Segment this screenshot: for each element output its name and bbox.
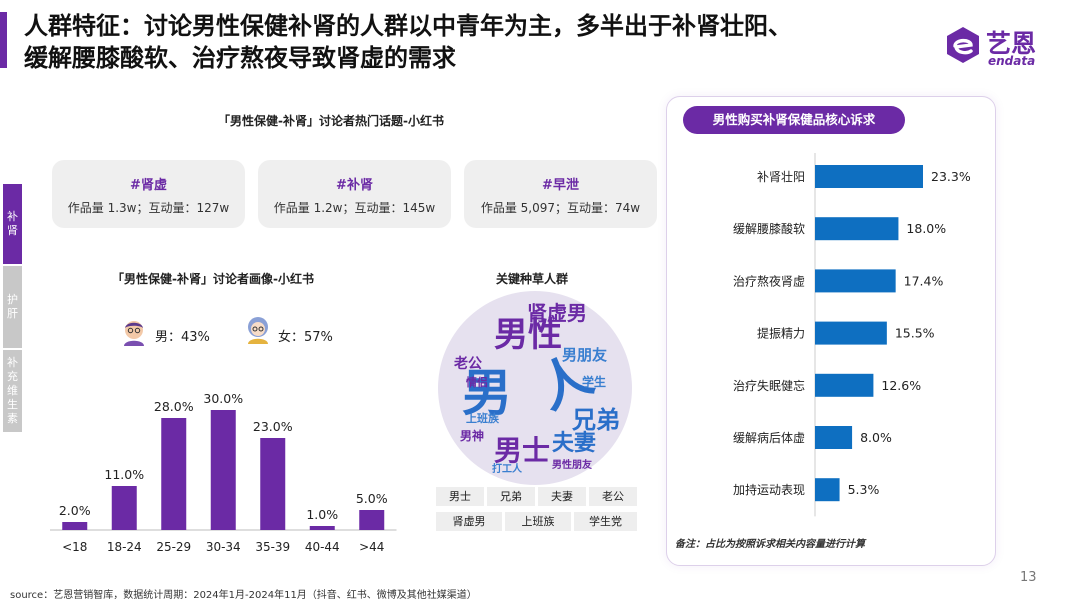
svg-text:男性朋友: 男性朋友 bbox=[552, 458, 592, 471]
svg-text:上班族: 上班族 bbox=[466, 411, 500, 425]
needs-panel-note: 备注：占比为按照诉求相关内容量进行计算 bbox=[675, 539, 865, 550]
svg-text:夫妻: 夫妻 bbox=[552, 430, 596, 456]
age-bar-value-label: 23.0% bbox=[253, 419, 293, 434]
male-avatar-icon bbox=[124, 321, 144, 346]
needs-category-label: 补肾壮阳 bbox=[757, 170, 805, 184]
age-bar bbox=[309, 526, 335, 530]
age-tick-label: 40-44 bbox=[305, 540, 340, 554]
needs-bar-value-label: 5.3% bbox=[848, 482, 880, 497]
needs-bar bbox=[815, 478, 840, 502]
age-bar bbox=[111, 486, 137, 530]
needs-panel: 男性购买补肾保健品核心诉求 补肾壮阳 23.3% 缓解腰膝酸软 18.0% 治疗熬夜肾虚… bbox=[666, 96, 996, 566]
topic-stats: 作品量 1.2w；互动量：145w bbox=[273, 201, 436, 215]
keyword-pill: 上班族 bbox=[505, 512, 571, 531]
age-bar-value-label: 30.0% bbox=[203, 391, 243, 406]
age-bar bbox=[62, 522, 88, 530]
needs-bar-value-label: 8.0% bbox=[860, 430, 892, 445]
needs-category-label: 治疗失眠健忘 bbox=[733, 378, 805, 393]
topic-tag: #早泄 bbox=[542, 178, 579, 193]
age-bar-value-label: 5.0% bbox=[356, 491, 388, 506]
svg-text:学生: 学生 bbox=[582, 374, 606, 389]
svg-text:男朋友: 男朋友 bbox=[562, 346, 607, 364]
age-tick-label: >44 bbox=[359, 540, 384, 554]
core-needs-chart: 补肾壮阳 23.3% 缓解腰膝酸软 18.0% 治疗熬夜肾虚 17.4% 提振精力 15.5%… bbox=[733, 153, 971, 517]
page-number: 13 bbox=[1020, 570, 1037, 585]
needs-panel-title: 男性购买补肾保健品核心诉求 bbox=[683, 106, 905, 134]
needs-category-label: 治疗熬夜肾虚 bbox=[733, 273, 805, 288]
age-bar bbox=[359, 510, 385, 530]
age-tick-label: 25-29 bbox=[156, 540, 191, 554]
age-bar-value-label: 28.0% bbox=[154, 399, 194, 414]
needs-bar-value-label: 15.5% bbox=[895, 326, 935, 341]
needs-bar-value-label: 18.0% bbox=[906, 221, 946, 236]
needs-bar-value-label: 23.3% bbox=[931, 169, 971, 184]
topic-tag: #肾虚 bbox=[130, 178, 167, 193]
source-note: source：艺恩营销智库，数据统计周期：2024年1月-2024年11月（抖音… bbox=[10, 590, 477, 601]
needs-bar bbox=[815, 426, 853, 449]
topic-card-zaoxie: #早泄 作品量 5,097；互动量：74w bbox=[464, 160, 657, 228]
age-bar-value-label: 1.0% bbox=[306, 507, 338, 522]
side-tab-vitamin[interactable]: 补充维生素 bbox=[3, 350, 22, 432]
svg-text:兄弟: 兄弟 bbox=[571, 406, 620, 434]
svg-text:老公: 老公 bbox=[454, 355, 482, 372]
logo-text-cn: 艺恩 bbox=[986, 29, 1037, 58]
page-title-line2: 缓解腰膝酸软、治疗熬夜导致肾虚的需求 bbox=[24, 44, 456, 72]
topic-stats: 作品量 5,097；互动量：74w bbox=[480, 201, 641, 215]
age-bar bbox=[260, 438, 286, 530]
needs-category-label: 加持运动表现 bbox=[733, 482, 805, 497]
logo-text-en: endata bbox=[988, 54, 1036, 68]
needs-category-label: 提振精力 bbox=[757, 326, 805, 341]
female-avatar-icon bbox=[248, 317, 268, 344]
age-bar bbox=[210, 410, 236, 530]
svg-text:男: 男 bbox=[462, 364, 512, 422]
keyword-pill: 学生党 bbox=[574, 512, 637, 531]
keyword-pill: 兄弟 bbox=[487, 487, 535, 506]
svg-text:男性: 男性 bbox=[494, 315, 562, 355]
svg-text:男神: 男神 bbox=[460, 428, 484, 443]
topic-stats: 作品量 1.3w；互动量：127w bbox=[67, 201, 230, 215]
age-distribution-chart: 2.0% <18 11.0% 18-24 28.0% 25-29 30.0% 30-34 23.… bbox=[50, 391, 397, 554]
age-tick-label: 30-34 bbox=[206, 540, 241, 554]
page-title: 人群特征：讨论男性保健补肾的人群以中青年为主，多半出于补肾壮阳、 缓解腰膝酸软、… bbox=[24, 10, 904, 74]
topic-card-shenxu: #肾虚 作品量 1.3w；互动量：127w bbox=[52, 160, 245, 228]
female-share: 女：57% bbox=[278, 330, 333, 345]
svg-text:肾虚男: 肾虚男 bbox=[527, 301, 587, 325]
age-bar-value-label: 11.0% bbox=[104, 467, 144, 482]
topic-tag: #补肾 bbox=[336, 178, 373, 193]
keyword-pill: 夫妻 bbox=[538, 487, 586, 506]
age-tick-label: 18-24 bbox=[107, 540, 142, 554]
svg-text:情侣: 情侣 bbox=[466, 375, 488, 389]
keyword-pill: 老公 bbox=[589, 487, 637, 506]
page-title-line1: 人群特征：讨论男性保健补肾的人群以中青年为主，多半出于补肾壮阳、 bbox=[24, 12, 792, 40]
side-tab-kidney[interactable]: 补肾 bbox=[3, 184, 22, 264]
needs-bar bbox=[815, 165, 923, 188]
portrait-heading: 「男性保健-补肾」讨论者画像-小红书 bbox=[112, 272, 314, 286]
age-tick-label: <18 bbox=[62, 540, 87, 554]
needs-bar bbox=[815, 269, 896, 293]
male-share: 男：43% bbox=[155, 330, 210, 345]
needs-bar bbox=[815, 321, 887, 345]
keyword-pill: 肾虚男 bbox=[436, 512, 502, 531]
endata-logo: 艺恩 endata bbox=[942, 24, 1062, 72]
side-tab-liver[interactable]: 护肝 bbox=[3, 266, 22, 348]
keyword-wordcloud-image: 肾虚男 男性 男朋友 老公 男 人 兄弟 夫妻 男士 男神 上班族 学生 情侣 … bbox=[438, 291, 632, 485]
needs-category-label: 缓解腰膝酸软 bbox=[733, 221, 805, 236]
age-bar-value-label: 2.0% bbox=[59, 503, 91, 518]
needs-bar-value-label: 17.4% bbox=[904, 273, 944, 288]
topics-heading: 「男性保健-补肾」讨论者热门话题-小红书 bbox=[218, 114, 444, 128]
age-tick-label: 35-39 bbox=[255, 540, 290, 554]
needs-bar bbox=[815, 373, 874, 397]
needs-bar bbox=[815, 217, 899, 241]
svg-text:打工人: 打工人 bbox=[492, 462, 523, 475]
keyword-pill: 男士 bbox=[436, 487, 484, 506]
title-accent-bar bbox=[0, 12, 7, 68]
age-bar bbox=[161, 418, 187, 530]
svg-text:男士: 男士 bbox=[494, 434, 550, 467]
needs-bar-value-label: 12.6% bbox=[881, 378, 921, 393]
needs-category-label: 缓解病后体虚 bbox=[733, 430, 805, 445]
keywords-heading: 关键种草人群 bbox=[496, 272, 569, 286]
topic-card-bushen: #补肾 作品量 1.2w；互动量：145w bbox=[258, 160, 451, 228]
endata-logo-icon bbox=[947, 27, 979, 63]
